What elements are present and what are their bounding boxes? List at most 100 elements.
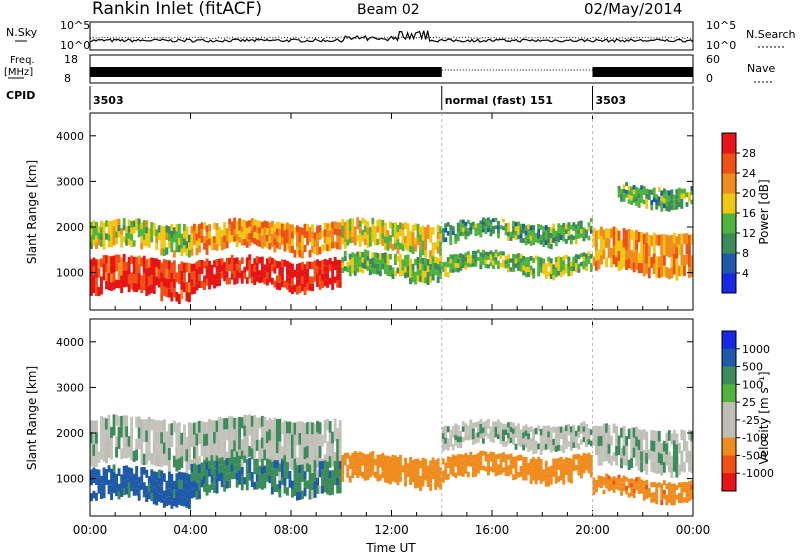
heatmap-cell xyxy=(404,464,407,473)
heatmap-cell xyxy=(188,434,191,447)
heatmap-cell xyxy=(215,223,219,230)
heatmap-cell xyxy=(260,256,264,264)
heatmap-cell xyxy=(205,433,209,446)
heatmap-cell xyxy=(140,284,144,293)
heatmap-cell xyxy=(562,427,566,434)
heatmap-cell xyxy=(637,193,641,198)
heatmap-cell xyxy=(492,462,495,468)
heatmap-cell xyxy=(90,286,93,296)
heatmap-cell xyxy=(346,239,350,246)
heatmap-cell xyxy=(429,250,433,258)
heatmap-cell xyxy=(534,427,538,435)
heatmap-cell xyxy=(655,499,659,505)
heatmap-cell xyxy=(446,438,450,445)
heatmap-cell xyxy=(672,232,676,244)
heatmap-cell xyxy=(188,491,191,501)
heatmap-cell xyxy=(650,482,654,488)
heatmap-cell xyxy=(127,232,131,239)
heatmap-cell xyxy=(625,490,629,495)
x-tick-label: 08:00 xyxy=(274,523,309,537)
heatmap-cell xyxy=(245,264,249,271)
heatmap-cell xyxy=(316,444,319,456)
heatmap-cell xyxy=(436,224,440,232)
heatmap-cell xyxy=(690,255,694,267)
heatmap-cell xyxy=(667,497,671,503)
heatmap-cell xyxy=(532,225,536,231)
heatmap-cell xyxy=(685,233,689,244)
heatmap-cell xyxy=(497,464,500,470)
heatmap-cell xyxy=(421,457,425,465)
heatmap-cell xyxy=(562,223,566,228)
heatmap-cell xyxy=(253,481,257,490)
heatmap-cell xyxy=(92,284,96,293)
heatmap-cell xyxy=(180,241,184,249)
heatmap-cell xyxy=(263,271,267,278)
heatmap-cell xyxy=(283,259,287,267)
heatmap-cell xyxy=(100,276,103,286)
heatmap-cell xyxy=(660,488,664,495)
heatmap-cell xyxy=(512,433,515,440)
heatmap-cell xyxy=(348,455,352,463)
heatmap-cell xyxy=(517,230,520,235)
heatmap-cell xyxy=(311,224,314,232)
heatmap-cell xyxy=(620,448,623,459)
heatmap-cell xyxy=(585,262,588,267)
heatmap-cell xyxy=(544,443,548,450)
heatmap-cell xyxy=(145,441,149,454)
heatmap-cell xyxy=(326,223,330,231)
heatmap-cell xyxy=(640,189,644,195)
heatmap-cell xyxy=(130,416,134,428)
heatmap-cell xyxy=(195,247,199,256)
heatmap-cell xyxy=(494,260,498,265)
heatmap-cell xyxy=(537,228,541,234)
heatmap-cell xyxy=(260,263,264,270)
heatmap-cell xyxy=(532,468,536,475)
heatmap-cell xyxy=(672,499,676,506)
heatmap-cell xyxy=(481,450,485,456)
heatmap-cell xyxy=(667,482,671,488)
heatmap-cell xyxy=(356,235,360,242)
heatmap-cell xyxy=(494,432,498,438)
heatmap-cell xyxy=(110,240,113,248)
heatmap-cell xyxy=(394,229,397,236)
heatmap-cell xyxy=(627,248,631,259)
heatmap-cell xyxy=(431,471,435,479)
heatmap-cell xyxy=(371,268,375,274)
heatmap-cell xyxy=(456,464,460,471)
heatmap-cell xyxy=(384,236,387,244)
heatmap-cell xyxy=(343,242,347,249)
heatmap-cell xyxy=(122,279,126,288)
heatmap-cell xyxy=(358,233,362,241)
heatmap-cell xyxy=(233,278,237,285)
heatmap-cell xyxy=(582,452,586,458)
heatmap-cell xyxy=(373,268,377,274)
heatmap-cell xyxy=(155,488,159,497)
heatmap-cell xyxy=(288,479,292,488)
heatmap-cell xyxy=(286,261,289,269)
heatmap-cell xyxy=(283,223,287,231)
heatmap-cell xyxy=(446,257,450,263)
heatmap-cell xyxy=(167,488,171,497)
heatmap-cell xyxy=(537,266,541,272)
heatmap-cell xyxy=(527,469,531,475)
heatmap-cell xyxy=(554,262,558,268)
heatmap-cell xyxy=(509,421,513,427)
heatmap-cell xyxy=(499,225,503,230)
heatmap-cell xyxy=(675,433,679,445)
heatmap-cell xyxy=(444,261,448,267)
heatmap-cell xyxy=(683,265,686,276)
heatmap-cell xyxy=(278,441,282,453)
heatmap-cell xyxy=(672,440,676,451)
heatmap-cell xyxy=(165,480,169,490)
heatmap-cell xyxy=(341,237,345,245)
heatmap-cell xyxy=(615,485,618,490)
heatmap-cell xyxy=(519,223,523,229)
heatmap-cell xyxy=(255,466,259,475)
heatmap-cell xyxy=(328,444,332,457)
heatmap-cell xyxy=(504,454,508,460)
heatmap-cell xyxy=(612,226,616,236)
heatmap-cell xyxy=(587,259,591,264)
heatmap-cell xyxy=(632,447,636,458)
heatmap-cell xyxy=(120,448,124,460)
heatmap-cell xyxy=(479,423,483,429)
